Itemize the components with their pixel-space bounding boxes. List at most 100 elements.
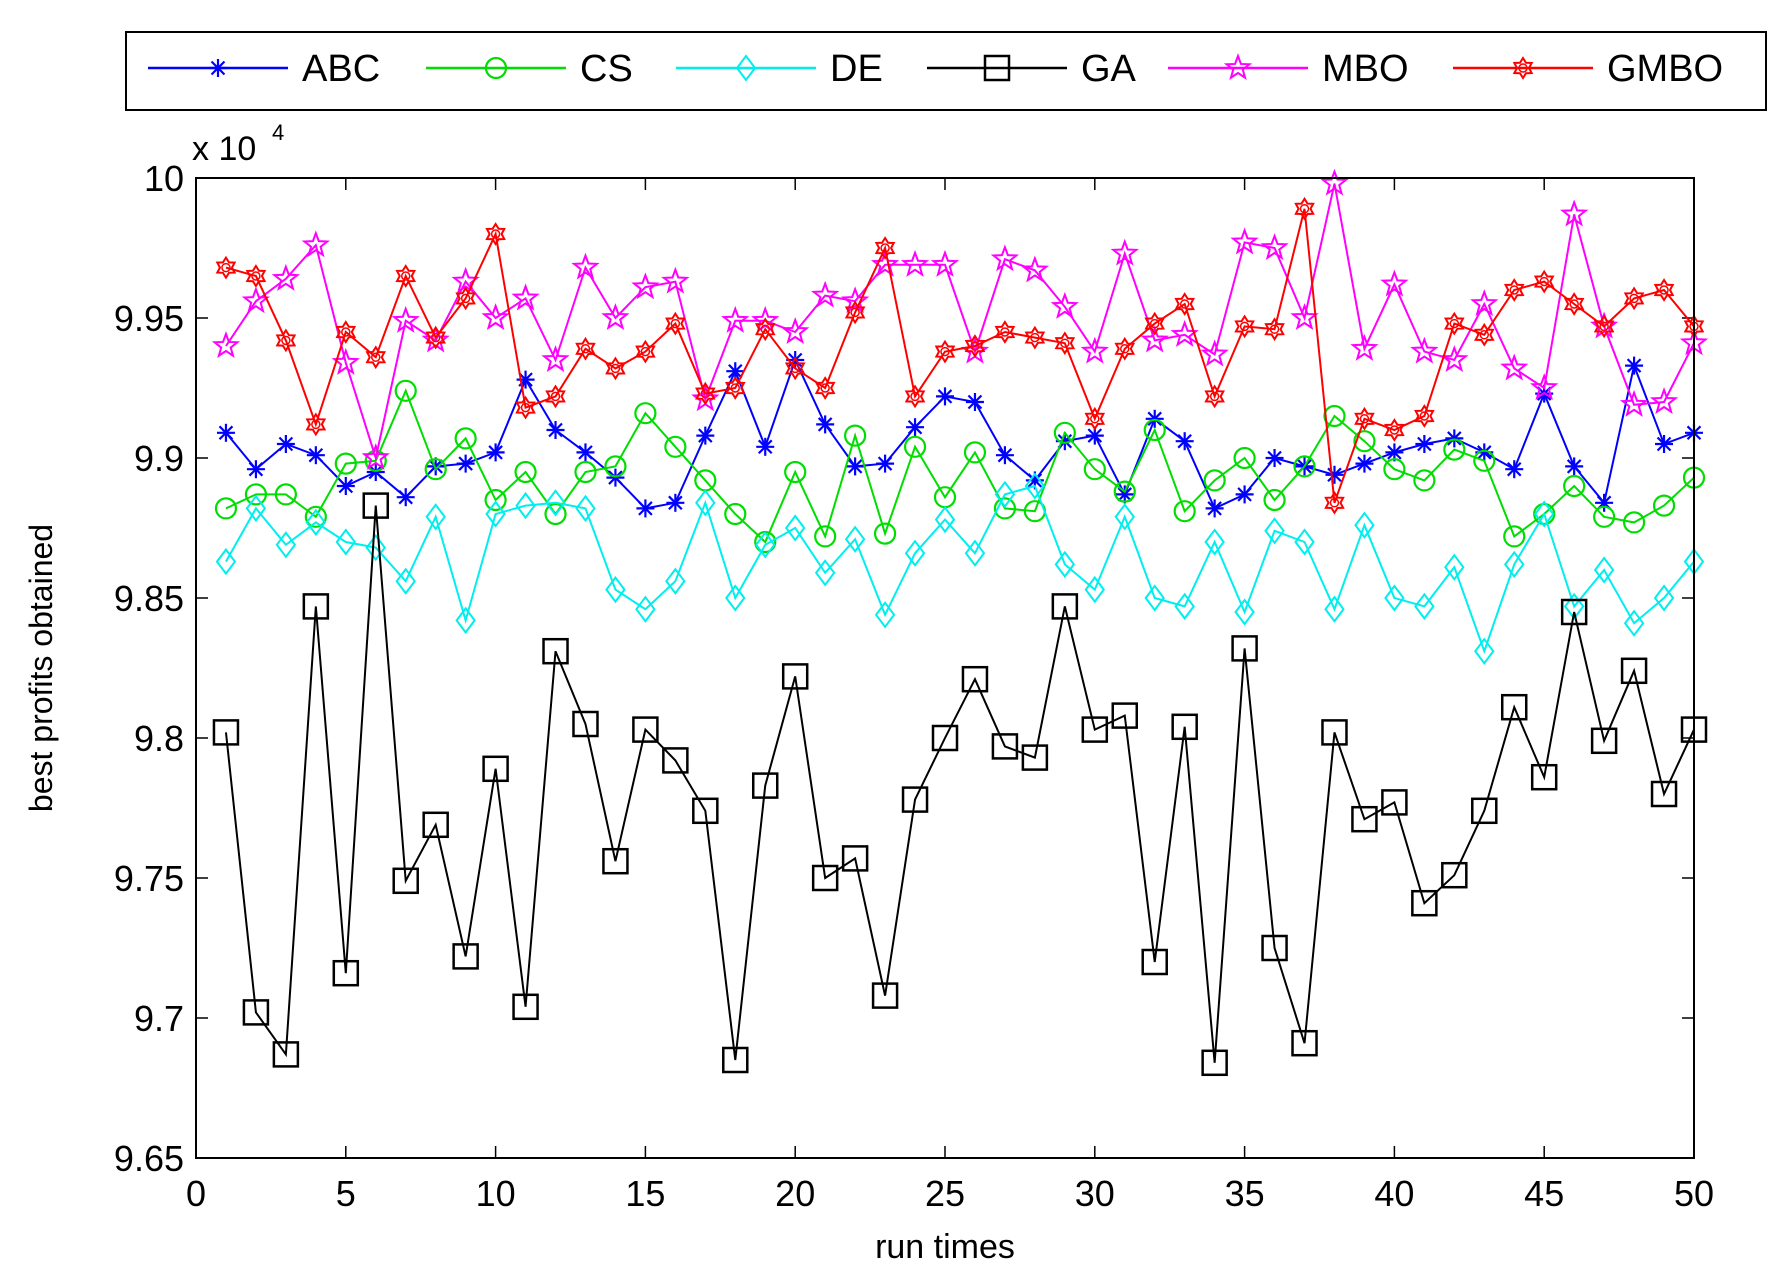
point-de [1114,503,1136,531]
point-ga [1530,763,1558,791]
point-gmbo [1054,331,1076,356]
point-mbo [1020,255,1050,283]
point-ga [1500,693,1528,721]
point-gmbo [605,356,626,381]
point-cs [454,427,477,450]
point-ga [1291,1029,1318,1057]
point-mbo [541,345,570,373]
point-mbo [1350,333,1379,361]
point-mbo [1290,303,1319,331]
point-cs [1413,469,1436,492]
point-mbo [361,443,390,471]
point-abc [756,437,775,456]
point-mbo [571,252,600,280]
point-gmbo [1593,314,1615,339]
point-de [1384,584,1405,612]
point-ga [1051,593,1079,620]
point-ga [722,1046,749,1074]
point-ga [1560,598,1588,626]
point-abc [336,477,355,495]
point-gmbo [1204,384,1225,409]
point-cs [844,424,867,447]
point-ga [1231,635,1258,662]
legend-label-cs: CS [580,48,633,90]
x-tick-label: 45 [1524,1173,1564,1214]
series-gmbo [215,196,1705,515]
point-cs [484,488,507,512]
point-cs [304,505,327,528]
point-ga [1351,805,1378,833]
point-ga [931,724,959,752]
point-cs [1443,438,1466,461]
point-gmbo [245,264,267,288]
point-cs [334,452,357,475]
point-ga [542,637,569,665]
point-cs [1203,469,1226,492]
x-tick-label: 35 [1225,1173,1265,1214]
point-ga [1381,789,1408,816]
series-line-gmbo [225,208,1695,504]
point-mbo [840,286,870,314]
x-tick-label: 20 [775,1173,815,1214]
point-gmbo [724,376,746,400]
y-tick-label: 9.85 [114,578,184,619]
point-abc [276,435,295,453]
point-mbo [721,305,750,333]
point-cs [1263,488,1286,512]
x-tick-label: 10 [476,1173,516,1214]
point-ga [961,665,989,693]
point-gmbo [1324,490,1345,515]
point-cs [1323,404,1346,428]
point-abc [1505,460,1524,479]
point-ga [1441,861,1468,889]
point-abc [696,426,715,445]
point-ga [1171,713,1198,741]
legend-label-ga: GA [1081,48,1137,90]
point-gmbo [575,336,596,361]
point-gmbo [635,339,656,364]
point-ga [1081,716,1109,743]
point-de [904,539,926,567]
legend-marker-cs [484,56,508,80]
point-gmbo [934,339,956,364]
point-mbo [1560,199,1589,227]
point-cs [1113,480,1136,503]
point-de [1474,637,1495,665]
point-de [1294,528,1315,556]
point-gmbo [1473,322,1495,347]
point-mbo [1380,269,1409,297]
point-gmbo [814,376,836,400]
point-ga [751,772,779,799]
point-cs [274,483,297,506]
point-gmbo [425,325,446,350]
point-de [1593,556,1615,584]
point-de [275,531,297,559]
point-abc [1085,426,1104,445]
point-cs [814,525,837,548]
point-cs [424,458,447,481]
point-gmbo [1144,311,1166,336]
y-tick-label: 9.7 [134,998,184,1039]
point-cs [634,402,657,425]
point-abc [1265,449,1284,467]
point-abc [906,418,925,437]
point-cs [574,460,597,484]
point-gmbo [515,395,536,420]
y-tick-label: 9.65 [114,1138,184,1179]
point-gmbo [1444,311,1465,336]
point-cs [1622,511,1646,534]
point-mbo [1500,353,1529,381]
point-mbo [661,266,690,294]
point-de [964,539,986,567]
x-axis-label: run times [875,1228,1015,1266]
series-cs [214,379,1706,554]
point-mbo [1260,233,1289,261]
legend-item-ga: GA [927,48,1137,90]
point-cs [1143,418,1166,442]
point-abc [546,421,565,439]
point-abc [246,460,265,479]
point-abc [1445,429,1464,448]
point-de [635,595,656,623]
axes-frame [195,177,1695,1159]
point-abc [846,457,865,476]
